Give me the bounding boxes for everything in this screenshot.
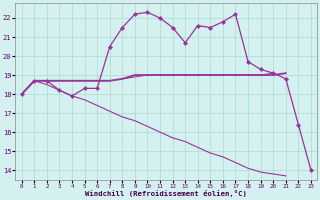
X-axis label: Windchill (Refroidissement éolien,°C): Windchill (Refroidissement éolien,°C) bbox=[85, 190, 247, 197]
